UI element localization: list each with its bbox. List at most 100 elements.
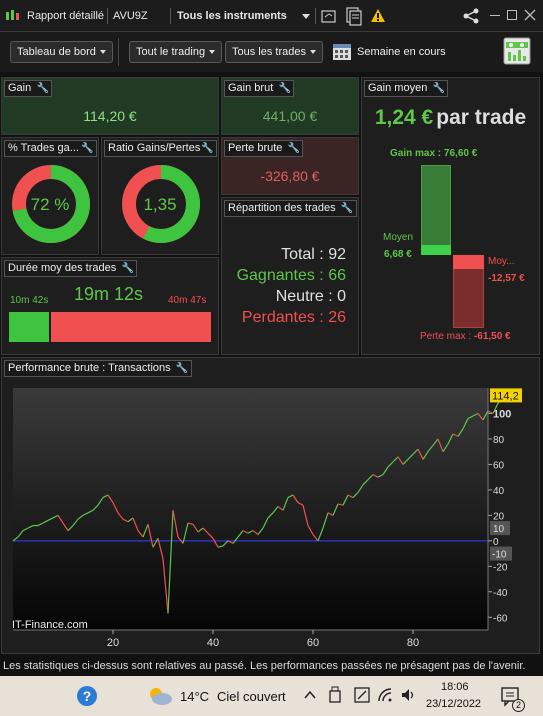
gain-brut-panel: Gain brut 🔧 441,00 € (221, 77, 359, 135)
series-segment (337, 503, 344, 506)
wrench-icon[interactable]: 🔧 (340, 203, 354, 214)
series-segment (467, 415, 474, 420)
clock-time[interactable]: 18:06 (441, 681, 469, 693)
candlestick-icon (4, 8, 20, 24)
series-segment (367, 474, 374, 481)
ratio-donut (122, 165, 200, 243)
trading-dropdown[interactable]: Tout le trading (129, 41, 223, 63)
wrench-icon[interactable]: 🔧 (278, 83, 291, 94)
neutre-row: Neutre : 0 (275, 288, 346, 305)
pct-trades-title: % Trades ga... (8, 142, 79, 154)
ratio-value: 1,35 (143, 195, 177, 214)
duree-bar (9, 312, 211, 342)
perte-brute-value: -326,80 € (260, 168, 320, 184)
weather-text[interactable]: Ciel couvert (217, 689, 286, 704)
series-segment (447, 433, 454, 445)
series-segment (372, 474, 379, 478)
gain-max-bar (421, 165, 451, 255)
perte-max-value: -61,50 € (473, 331, 511, 342)
notification-icon[interactable] (500, 685, 524, 709)
gain-max-label: Gain max : (390, 148, 442, 159)
series-segment (247, 530, 254, 534)
perte-moyenne-marker (453, 255, 484, 269)
temperature[interactable]: 14°C (180, 689, 210, 704)
dashboard-settings-icon[interactable] (502, 34, 534, 68)
symbol-label[interactable]: AVU9Z (113, 10, 148, 22)
series-segment (267, 512, 274, 519)
series-segment (492, 403, 499, 414)
instruments-selector[interactable]: Tous les instruments (177, 10, 287, 22)
wrench-icon[interactable]: 🔧 (121, 263, 134, 274)
repartition-panel: Répartition des trades 🔧 Total : 92 Gagna… (221, 197, 359, 355)
notification-count[interactable]: 2 (512, 699, 525, 712)
calendar-icon[interactable] (332, 41, 352, 61)
pen-icon[interactable] (353, 686, 371, 704)
series-segment (57, 515, 64, 524)
export-icon[interactable] (320, 7, 338, 25)
perte-brute-title: Perte brute (228, 142, 283, 154)
report-title: Rapport détaillé (27, 10, 105, 22)
wrench-icon[interactable]: 🔧 (36, 83, 49, 94)
warning-icon[interactable] (370, 8, 386, 24)
series-segment (27, 525, 34, 529)
pct-trades-panel: % Trades ga... 🔧 72 % (1, 137, 99, 255)
series-segment (42, 519, 49, 524)
chevron-down-icon[interactable] (302, 14, 310, 19)
share-icon[interactable] (462, 7, 480, 25)
series-segment (237, 530, 244, 538)
series-segment (12, 536, 19, 542)
moyen-value: 6,68 € (384, 249, 412, 260)
performance-title: Performance brute : Transactions (8, 362, 171, 374)
document-icon[interactable] (345, 6, 363, 26)
wrench-icon[interactable]: 🔧 (201, 143, 214, 154)
series-segment (82, 512, 89, 516)
series-segment (192, 523, 199, 533)
trades-dropdown[interactable]: Tous les trades (225, 41, 323, 63)
ratio-title: Ratio Gains/Pertes (108, 142, 201, 154)
wrench-icon[interactable]: 🔧 (287, 143, 301, 154)
close-icon[interactable] (523, 8, 537, 22)
ref-down-label: -10 (492, 550, 507, 561)
moy-neg-value: -12,57 € (488, 273, 525, 284)
usb-icon[interactable] (327, 686, 343, 704)
y-tick-label: 40 (493, 486, 505, 497)
y-tick-label: 60 (493, 460, 505, 471)
gain-title: Gain (8, 82, 32, 94)
maximize-icon[interactable] (507, 10, 517, 20)
series-segment (382, 466, 389, 475)
series-segment (362, 479, 369, 486)
chevron-up-icon[interactable] (303, 689, 317, 701)
wrench-icon[interactable]: 🔧 (81, 143, 94, 154)
clock-date[interactable]: 23/12/2022 (426, 698, 482, 710)
series-segment (227, 540, 234, 544)
series-segment (427, 444, 434, 453)
series-segment (442, 443, 449, 453)
weather-icon[interactable] (146, 684, 174, 708)
help-icon[interactable]: ? (76, 685, 98, 707)
pct-trades-donut (12, 165, 90, 243)
minimize-icon[interactable] (490, 15, 500, 16)
series-segment (342, 494, 349, 506)
wifi-icon[interactable] (377, 687, 393, 703)
moyen-label: Moyen (383, 232, 414, 243)
series-segment (87, 509, 94, 514)
perdantes-row: Perdantes : 26 (241, 309, 346, 326)
series-segment (412, 448, 419, 455)
total-row: Total : 92 (281, 246, 346, 263)
dashboard-dropdown[interactable]: Tableau de bord (10, 41, 113, 63)
period-label[interactable]: Semaine en cours (357, 46, 446, 58)
wrench-icon[interactable]: 🔧 (432, 83, 446, 94)
series-segment (212, 538, 219, 548)
series-segment (187, 522, 194, 525)
performance-chart[interactable]: 100 80 60 40 20 0 -20 -40 -60 20 40 60 80 10 -10 114,2 (2, 380, 539, 653)
series-segment (487, 410, 494, 415)
series-segment (292, 494, 299, 503)
series-segment (452, 433, 459, 437)
wrench-icon[interactable]: 🔧 (175, 363, 189, 374)
series-segment (77, 514, 84, 520)
series-segment (322, 512, 329, 529)
duree-panel: Durée moy des trades 🔧 10m 42s 19m 12s 40… (1, 257, 219, 355)
series-segment (92, 504, 99, 511)
volume-icon[interactable] (400, 687, 416, 703)
series-segment (47, 517, 54, 521)
